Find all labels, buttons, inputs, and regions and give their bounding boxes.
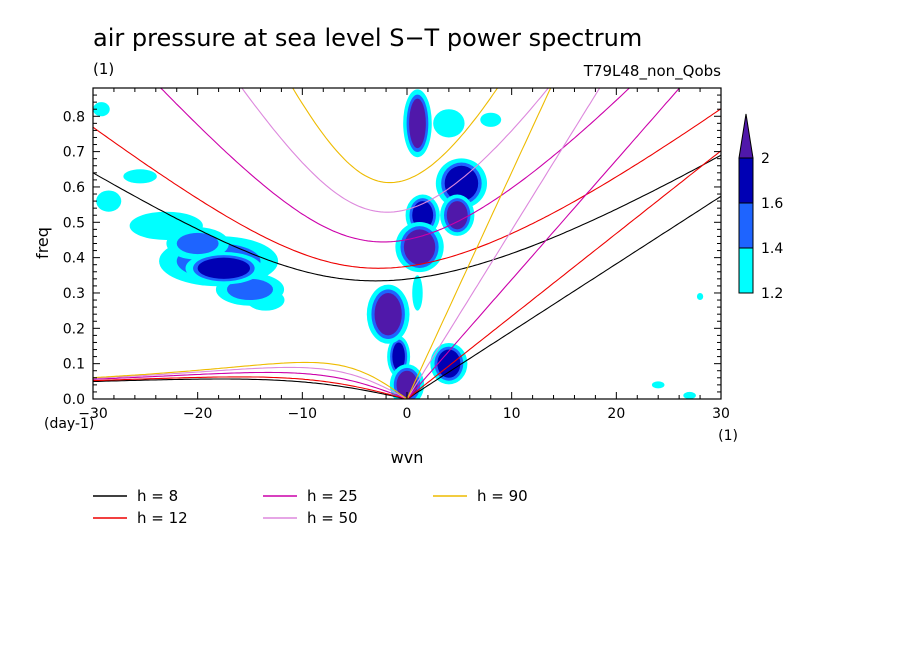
legend-label: h = 25 xyxy=(307,487,358,505)
x-tick-label: 0 xyxy=(403,406,412,422)
y-unit-label: (day-1) xyxy=(44,416,94,432)
legend-label: h = 90 xyxy=(477,487,528,505)
x-tick-label: −10 xyxy=(288,406,318,422)
colorbar-top-arrow xyxy=(738,113,754,159)
y-axis: 0.0 0.1 0.2 0.3 0.4 0.5 0.6 0.7 0.8 xyxy=(63,94,721,408)
colorbar-box xyxy=(738,157,754,204)
kelvin-curve xyxy=(406,150,721,399)
contour-blob xyxy=(403,229,436,265)
legend: h = 8 h = 12 h = 25 h = 50 h = 90 xyxy=(93,487,528,527)
rossby-curve xyxy=(93,366,408,399)
contour-layer xyxy=(93,89,704,399)
kelvin-curve xyxy=(406,88,601,399)
kelvin-curve xyxy=(406,88,681,399)
x-axis: −30 −20 −10 0 10 20 30 xyxy=(78,88,730,422)
dispersion-curves xyxy=(93,88,721,399)
colorbar-label: 1.2 xyxy=(761,286,783,302)
contour-blob xyxy=(651,381,665,389)
x-tick-label: −30 xyxy=(78,406,108,422)
y-tick-label: 0.0 xyxy=(63,392,85,408)
contour-blob xyxy=(412,275,423,311)
inertia-gravity-curve xyxy=(241,88,550,213)
y-tick-label: 0.8 xyxy=(63,109,85,125)
run-label: T79L48_non_Qobs xyxy=(583,62,721,81)
contour-blob xyxy=(444,165,479,202)
legend-label: h = 12 xyxy=(137,509,188,527)
contour-blob xyxy=(480,112,502,127)
y-axis-label: freq xyxy=(33,227,52,259)
rossby-curve xyxy=(93,361,408,399)
contour-blob xyxy=(409,98,426,149)
x-unit-label: (1) xyxy=(718,428,738,444)
x-tick-label: 20 xyxy=(607,406,625,422)
rossby-curve xyxy=(93,378,408,399)
colorbar-label: 2 xyxy=(761,151,770,167)
contour-blob xyxy=(123,169,157,184)
colorbar-box xyxy=(738,202,754,249)
inertia-gravity-curve xyxy=(93,154,721,282)
inertia-gravity-curve xyxy=(292,88,499,184)
contour-blob xyxy=(96,190,122,212)
colorbar: 1.2 1.4 1.6 2 xyxy=(738,113,783,302)
contour-blob xyxy=(374,292,402,336)
contour-blob xyxy=(433,109,465,138)
y-tick-label: 0.3 xyxy=(63,286,85,302)
contour-blob xyxy=(226,278,274,301)
contour-blob xyxy=(392,342,405,371)
contour-blob xyxy=(197,257,250,279)
y-tick-label: 0.7 xyxy=(63,145,85,161)
contour-blob xyxy=(93,102,110,117)
inertia-gravity-curve xyxy=(159,88,631,243)
rossby-curve xyxy=(93,376,408,399)
kelvin-curve xyxy=(406,88,552,399)
colorbar-box xyxy=(738,247,754,294)
legend-label: h = 50 xyxy=(307,509,358,527)
x-tick-label: 10 xyxy=(503,406,521,422)
legend-label: h = 8 xyxy=(137,487,178,505)
y-tick-label: 0.2 xyxy=(63,321,85,337)
x-tick-label: 30 xyxy=(712,406,730,422)
contour-blob xyxy=(176,232,219,255)
inertia-gravity-curve xyxy=(93,108,721,269)
colorbar-label: 1.6 xyxy=(761,196,783,212)
colorbar-label: 1.4 xyxy=(761,241,783,257)
y-tick-label: 0.4 xyxy=(63,251,85,267)
rossby-curve xyxy=(93,371,408,399)
x-tick-label: −20 xyxy=(183,406,213,422)
contour-blob xyxy=(396,370,418,399)
x-axis-label: wvn xyxy=(391,448,424,467)
contour-blob xyxy=(683,391,696,399)
chart-title: air pressure at sea level S−T power spec… xyxy=(93,24,642,52)
kelvin-curve xyxy=(406,195,721,399)
y-tick-label: 0.1 xyxy=(63,357,85,373)
contour-blob xyxy=(446,201,468,230)
contour-blob xyxy=(437,349,461,378)
title-unit: (1) xyxy=(93,60,114,78)
contour-blob xyxy=(696,292,704,301)
y-tick-label: 0.5 xyxy=(63,215,85,231)
y-tick-label: 0.6 xyxy=(63,180,85,196)
